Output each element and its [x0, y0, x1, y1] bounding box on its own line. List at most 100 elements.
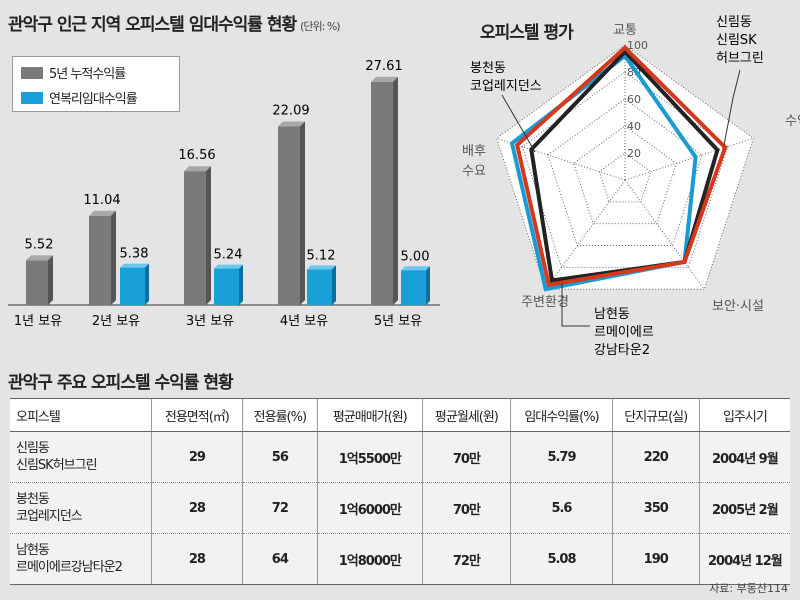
radar-grid-ring [598, 152, 652, 203]
bar-cumulative [89, 215, 111, 305]
radar-axis-label: 배후 [462, 144, 486, 159]
legend-label: 5년 누적수익률 [49, 67, 126, 82]
table-cell: 190 [611, 533, 700, 585]
radar-grid-ring [496, 44, 754, 290]
bar-label: 5.12 [307, 248, 336, 263]
radar-axis-label: 수요 [462, 164, 486, 179]
chart-title: 관악구 인근 지역 오피스텔 임대수익률 현황 (단위: %) [8, 10, 341, 35]
radar-axis-label: 보안·시설 [712, 299, 764, 314]
bar-side [426, 266, 430, 305]
column-header: 평균매매가(원) [317, 398, 423, 432]
bar-cumulative [26, 260, 48, 305]
bar-top [278, 121, 305, 127]
radar-axis-label: 수익성 [785, 114, 800, 129]
table-cell: 5.79 [510, 431, 613, 483]
radar-axis-label: 교통 [613, 23, 637, 38]
table-cell: 70만 [421, 431, 511, 483]
bar-legend: 5년 누적수익률 연복리임대수익률 [12, 56, 180, 112]
table-cell: 64 [241, 533, 318, 585]
radar-tick-label: 60 [627, 93, 641, 106]
bar-side [48, 255, 53, 305]
table-cell: 70만 [421, 482, 511, 534]
officetel-name-cell: 남현동 르메이에르강남타운2 [10, 533, 152, 585]
bar-label: 5.38 [120, 247, 149, 262]
table-cell: 1억5500만 [317, 431, 423, 483]
x-tick-label: 3년 보유 [186, 314, 234, 329]
radar-grid-ring [547, 98, 703, 247]
table-title: 관악구 주요 오피스텔 수익률 현황 [8, 373, 234, 393]
series-label: 신림동 [716, 15, 752, 30]
bar-top [214, 264, 243, 269]
table-cell: 5.6 [510, 482, 613, 534]
column-header: 전용률(%) [241, 398, 318, 432]
column-header: 임대수익률(%) [510, 398, 613, 432]
series-label: 남현동 [594, 307, 630, 322]
leader-line [501, 94, 536, 153]
bar-top [184, 166, 211, 172]
name-line: 신림SK허브그린 [16, 458, 98, 473]
unit-label: (단위: %) [300, 20, 340, 33]
title-text: 관악구 인근 지역 오피스텔 임대수익률 현황 [8, 15, 297, 35]
column-header: 단지규모(실) [611, 398, 700, 432]
table-cell: 1억6000만 [317, 482, 423, 534]
bar-label: 5.52 [25, 237, 54, 252]
name-line: 르메이에르강남타운2 [16, 560, 123, 575]
column-header: 입주시기 [698, 398, 790, 432]
bar-label: 5.24 [214, 248, 243, 263]
x-tick-label: 1년 보유 [14, 314, 62, 329]
name-line: 봉천동 [16, 492, 50, 507]
bar-top [26, 255, 53, 261]
bar-label: 5.00 [401, 249, 430, 264]
radar-tick-label: 100 [627, 39, 648, 52]
bar-chart: 5.52 1년 보유 11.04 5.38 2년 보유 16.56 5.24 3년 보유 22.… [8, 59, 440, 329]
table-row: 봉천동 코업레지던스 28 72 1억6000만 70만 5.6 350 2005년 2월 [10, 482, 790, 534]
leader-line [561, 283, 590, 327]
x-tick-label: 4년 보유 [280, 314, 328, 329]
table-cell: 220 [611, 431, 700, 483]
bar-cumulative [184, 171, 206, 305]
bar-top [371, 76, 398, 82]
bar-side [206, 166, 211, 305]
radar-chart: 20406080100교통수익성보안·시설주변환경배후수요신림동신림SK허브그린… [462, 15, 800, 358]
x-tick-label: 2년 보유 [92, 314, 140, 329]
series-label: 르메이에르 [594, 325, 654, 340]
bar-side [300, 121, 305, 305]
legend-item-cumulative: 5년 누적수익률 [21, 63, 171, 82]
series-label: 봉천동 [470, 61, 506, 76]
table-row: 남현동 르메이에르강남타운2 28 64 1억8000만 72만 5.08 190 2004년 … [10, 533, 790, 585]
table-cell: 28 [151, 533, 243, 585]
radar-title: 오피스텔 평가 [480, 23, 574, 43]
bar-label: 22.09 [272, 104, 309, 119]
bar-label: 27.61 [365, 59, 402, 74]
table-cell: 72만 [421, 533, 511, 585]
name-line: 신림동 [16, 441, 50, 456]
table-row: 신림동 신림SK허브그린 29 56 1억5500만 70만 5.79 220 2004년 9월 [10, 431, 790, 483]
table-cell: 72 [241, 482, 318, 534]
series-label: 코업레지던스 [470, 79, 542, 94]
leader-line [723, 69, 741, 146]
bar-annual [401, 270, 426, 305]
table-cell: 29 [151, 431, 243, 483]
column-header: 평균월세(원) [421, 398, 511, 432]
series-label: 강남타운2 [594, 343, 650, 358]
bar-top [401, 266, 430, 271]
bar-cumulative [278, 126, 300, 305]
officetel-name-cell: 봉천동 코업레지던스 [10, 482, 152, 534]
bar-side [393, 76, 398, 306]
table-cell: 2004년 9월 [698, 431, 790, 483]
bar-annual [120, 267, 145, 305]
radar-grid-ring [573, 125, 677, 225]
table-cell: 2005년 2월 [698, 482, 790, 534]
table-cell: 1억8000만 [317, 533, 423, 585]
bar-side [111, 210, 116, 305]
legend-item-annual: 연복리임대수익률 [21, 88, 171, 107]
radar-series-line [514, 44, 728, 288]
column-header: 오피스텔 [10, 398, 152, 432]
bar-top [307, 265, 336, 270]
legend-label: 연복리임대수익률 [49, 92, 138, 107]
bar-side [145, 263, 149, 305]
x-tick-label: 5년 보유 [374, 314, 422, 329]
source-note: 자료: 부동산114 [709, 582, 788, 595]
radar-tick-label: 20 [627, 147, 641, 160]
